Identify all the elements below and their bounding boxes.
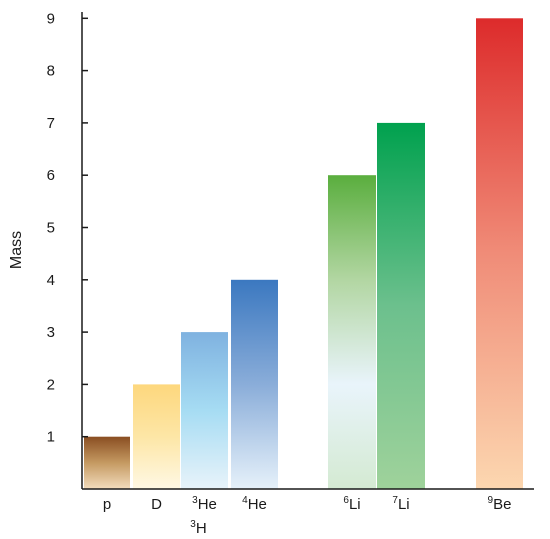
bar-6li (328, 175, 376, 489)
y-tick-label: 2 (47, 376, 55, 393)
category-label: 4He (242, 495, 267, 513)
bar-4he (231, 279, 278, 489)
bar-p (84, 436, 130, 489)
category-label: 6Li (343, 495, 360, 513)
y-tick-label: 1 (47, 429, 55, 446)
category-label: p (103, 496, 111, 513)
category-label: 3He (192, 495, 217, 513)
category-label: D (151, 496, 162, 513)
bar-d (133, 384, 180, 489)
axes-layer (81, 12, 534, 490)
category-label: 7Li (392, 495, 409, 513)
y-tick-label: 8 (47, 63, 55, 80)
bars-layer (84, 18, 523, 490)
y-ticks: 1 2 3 4 5 6 7 8 9 (47, 10, 88, 446)
y-tick-label: 7 (47, 115, 55, 132)
category-sublabel: 3H (190, 519, 206, 537)
bar-3he (181, 332, 228, 489)
y-tick-label: 6 (47, 167, 55, 184)
x-category-labels: p D 3He 3H 4He 6Li 7Li 9Be (103, 495, 512, 537)
y-tick-label: 5 (47, 220, 55, 237)
bar-9be (476, 18, 523, 490)
y-tick-label: 9 (47, 10, 55, 27)
y-axis-title: Mass (8, 231, 25, 269)
bar-7li (377, 122, 425, 490)
y-tick-label: 4 (47, 272, 55, 289)
category-label: 9Be (488, 495, 512, 513)
y-tick-label: 3 (47, 324, 55, 341)
